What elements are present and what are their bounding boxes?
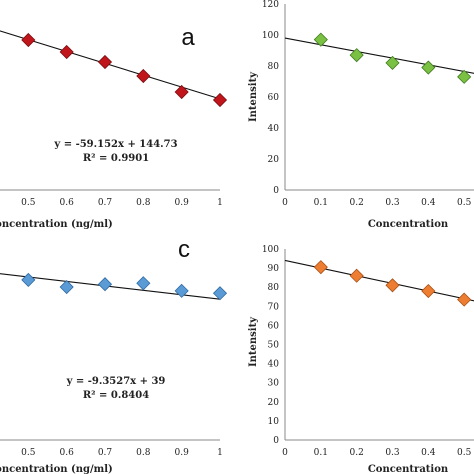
x-tick-label: 0.5 [21, 198, 36, 208]
x-tick-label: 0.8 [136, 198, 151, 208]
x-tick-label: 0.5 [21, 448, 36, 458]
trendline [284, 259, 474, 302]
data-point [21, 272, 36, 287]
chart-panel-3: .40.50.60.70.80.91Concentration (ng/ml)y… [0, 236, 228, 474]
y-tick-label: 100 [262, 245, 279, 255]
data-point [136, 68, 151, 84]
trendline [284, 37, 474, 74]
y-tick-label: 20 [268, 155, 280, 165]
data-point [212, 92, 228, 108]
x-tick-label: 0.7 [98, 448, 113, 458]
data-point [174, 283, 189, 298]
panel-letter: a [181, 24, 195, 51]
data-point [421, 60, 436, 75]
r-squared: R² = 0.9901 [83, 153, 149, 164]
y-tick-label: 0 [273, 436, 279, 446]
y-axis-label: Intensity [248, 316, 259, 367]
x-tick-label: 0 [282, 448, 288, 458]
data-point [21, 32, 36, 48]
x-axis-label: Concentration (ng/ml) [0, 219, 113, 230]
x-tick-label: 0.2 [350, 198, 364, 208]
data-point [349, 48, 364, 63]
y-axis-label: Intensity [248, 71, 259, 122]
data-point [212, 286, 228, 301]
data-point [313, 260, 328, 275]
y-tick-label: 0 [273, 186, 279, 196]
x-tick-label: 0.6 [60, 198, 75, 208]
x-axis-label: Concentration [368, 219, 449, 230]
x-tick-label: 0.6 [60, 448, 75, 458]
y-tick-label: 40 [268, 124, 280, 134]
data-point [313, 32, 328, 47]
data-point [385, 278, 400, 293]
data-point [385, 55, 400, 70]
r-squared: R² = 0.8404 [83, 390, 149, 401]
y-tick-label: 90 [268, 264, 280, 274]
data-point [136, 276, 151, 291]
x-tick-label: 0.4 [421, 198, 436, 208]
data-point [59, 44, 74, 60]
chart-panel-4: 0 0.1 0.2 0.3 0.4 0.5 0 10 20 30 40 50 60 70 80 90 100 Co… [248, 245, 474, 474]
x-tick-label: 1 [217, 448, 223, 458]
x-axis-label: Concentration (ng/ml) [0, 464, 113, 474]
y-tick-label: 10 [268, 417, 280, 427]
x-tick-label: 0.9 [175, 198, 190, 208]
x-tick-label: 0.4 [421, 448, 436, 458]
y-tick-label: 40 [268, 360, 280, 370]
trend-equation: y = -9.3527x + 39 [66, 376, 166, 387]
x-tick-label: 0.5 [457, 198, 472, 208]
y-tick-label: 60 [268, 93, 280, 103]
data-point [457, 69, 472, 84]
y-tick-label: 100 [262, 31, 279, 41]
x-tick-label: 0.3 [385, 448, 400, 458]
x-tick-label: 1 [217, 198, 223, 208]
x-tick-label: 0.2 [350, 448, 364, 458]
x-axis-label: Concentration [368, 464, 449, 474]
x-tick-label: 0.3 [385, 198, 400, 208]
y-tick-label: 70 [268, 302, 280, 312]
panel-letter: c [178, 236, 190, 263]
x-tick-label: 0.9 [175, 448, 190, 458]
y-tick-label: 80 [268, 283, 280, 293]
data-point [59, 279, 74, 295]
y-tick-label: 30 [268, 379, 280, 389]
x-tick-label: 0.1 [314, 448, 328, 458]
chart-panel-2: 0 0.1 0.2 0.3 0.4 0.5 0 20 40 60 80 100 120 Concentra… [248, 0, 474, 230]
data-point [421, 283, 436, 299]
data-point [174, 84, 189, 100]
data-point [349, 268, 364, 283]
chart-panel-1: 0.40.50.60.70.80.91Concentration (ng/ml)… [0, 24, 228, 230]
y-tick-label: 60 [268, 321, 280, 331]
y-tick-label: 50 [268, 341, 280, 351]
y-tick-label: 120 [262, 0, 279, 10]
x-tick-label: 0.5 [457, 448, 472, 458]
data-point [457, 292, 472, 307]
trend-equation: y = -59.152x + 144.73 [53, 139, 177, 150]
x-tick-label: 0.1 [314, 198, 328, 208]
x-tick-label: 0.7 [98, 198, 113, 208]
x-tick-label: 0 [282, 198, 288, 208]
x-tick-label: 0.8 [136, 448, 151, 458]
y-tick-label: 20 [268, 398, 280, 408]
data-point [97, 277, 113, 292]
data-point [97, 54, 113, 70]
y-tick-label: 80 [268, 62, 280, 72]
